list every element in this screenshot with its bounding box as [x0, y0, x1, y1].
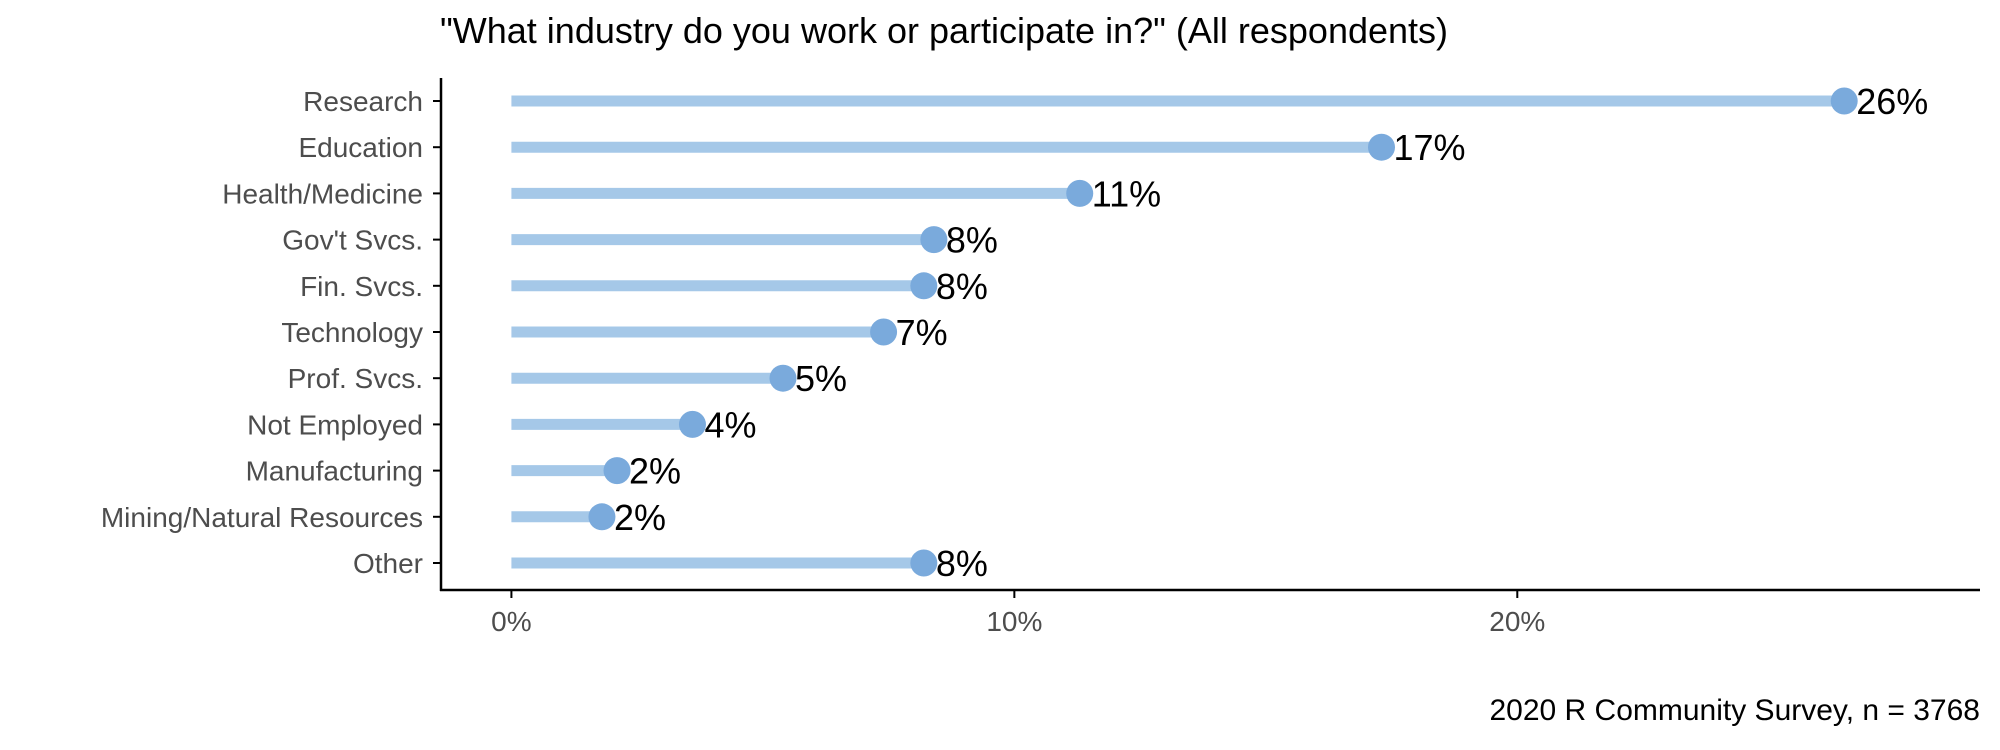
value-label: 17%: [1394, 127, 1466, 168]
lollipop-point: [870, 318, 898, 346]
category-label: Gov't Svcs.: [282, 225, 423, 256]
category-label: Research: [303, 86, 423, 117]
value-label: 2%: [629, 451, 681, 492]
category-label: Mining/Natural Resources: [101, 502, 423, 533]
category-label: Not Employed: [247, 409, 423, 440]
value-label: 7%: [896, 312, 948, 353]
category-label: Technology: [281, 317, 423, 348]
category-label: Manufacturing: [246, 456, 423, 487]
value-label: 11%: [1092, 173, 1161, 214]
value-label: 8%: [936, 266, 988, 307]
lollipop-point: [920, 226, 948, 254]
category-label: Fin. Svcs.: [300, 271, 423, 302]
chart-axes: Research Education Health/Medicine Gov't Sv…: [101, 78, 1980, 637]
category-label: Education: [298, 132, 423, 163]
chart-marks: 26% 17% 11% 8% 8% 7% 5% 4% 2% 2% 8%: [511, 81, 1928, 584]
chart-caption: 2020 R Community Survey, n = 3768: [1489, 694, 1980, 727]
value-label: 26%: [1856, 81, 1928, 122]
category-label: Prof. Svcs.: [288, 363, 423, 394]
value-label: 2%: [614, 497, 666, 538]
lollipop-point: [603, 457, 631, 485]
value-label: 8%: [946, 220, 998, 261]
x-tick-label: 20%: [1489, 606, 1545, 637]
lollipop-point: [588, 503, 616, 531]
category-label: Other: [353, 548, 423, 579]
x-tick-label: 10%: [986, 606, 1042, 637]
lollipop-point: [1368, 133, 1395, 161]
value-label: 5%: [795, 358, 847, 399]
category-label: Health/Medicine: [222, 178, 423, 209]
lollipop-point: [910, 549, 938, 577]
x-tick-label: 0%: [491, 606, 531, 637]
chart-title: "What industry do you work or participat…: [440, 10, 1449, 51]
lollipop-point: [1066, 179, 1094, 207]
value-label: 4%: [704, 404, 756, 445]
lollipop-point: [769, 364, 797, 392]
lollipop-point: [910, 272, 938, 300]
value-label: 8%: [936, 543, 988, 584]
lollipop-point: [1830, 87, 1858, 115]
lollipop-point: [678, 410, 706, 438]
